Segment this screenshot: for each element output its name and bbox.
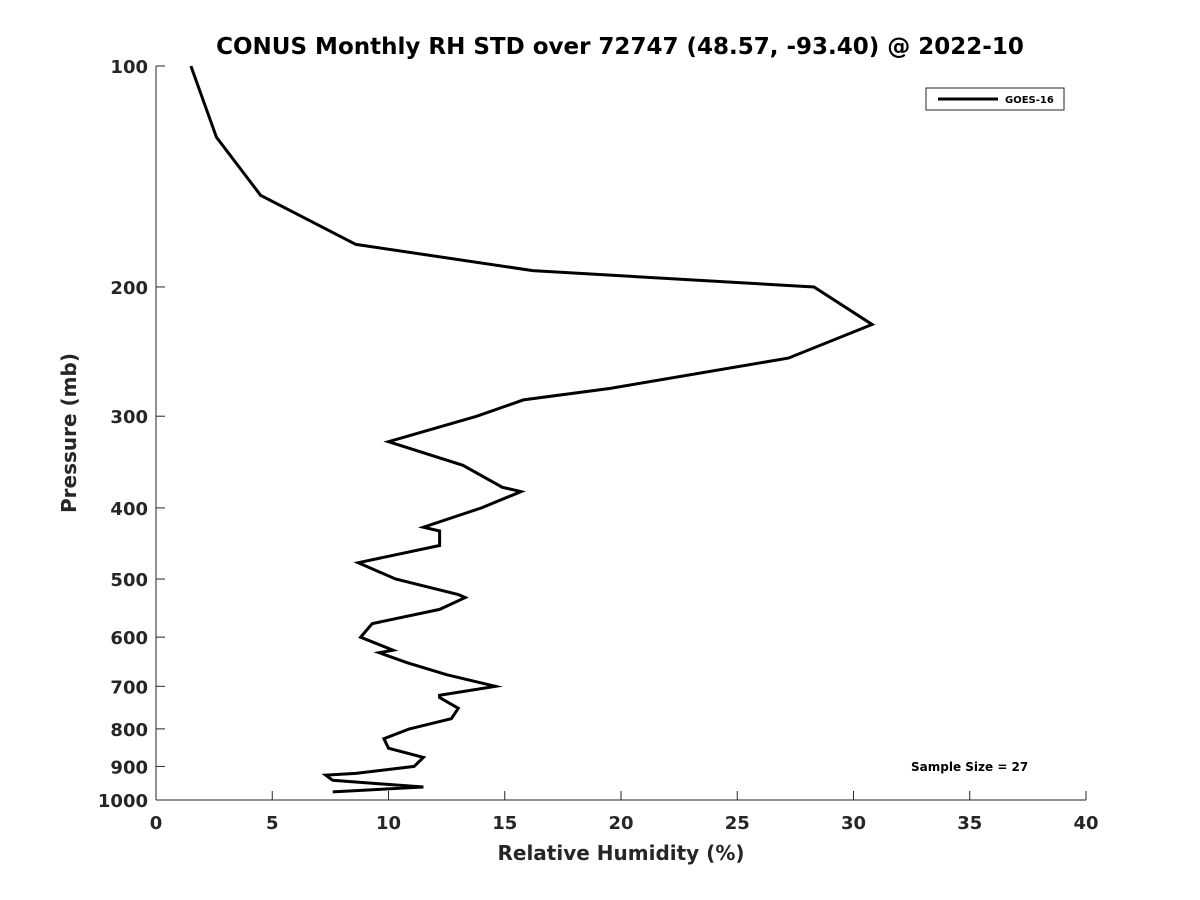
legend-label-goes-16: GOES-16 <box>1005 95 1054 106</box>
y-tick-label: 400 <box>110 499 148 520</box>
x-tick-label: 25 <box>725 813 750 834</box>
x-tick-label: 0 <box>150 813 163 834</box>
y-tick-label: 800 <box>110 720 148 741</box>
y-tick-label: 300 <box>110 407 148 428</box>
x-tick-label: 40 <box>1073 813 1098 834</box>
y-tick-label: 1000 <box>98 791 148 812</box>
sample-size-annotation: Sample Size = 27 <box>911 760 1028 774</box>
y-ticks: 100 200 300 400 500 600 700 800 900 1000 <box>98 57 165 812</box>
y-tick-label: 500 <box>110 570 148 591</box>
y-tick-label: 900 <box>110 757 148 778</box>
chart-title: CONUS Monthly RH STD over 72747 (48.57, … <box>216 34 1024 60</box>
legend: GOES-16 <box>925 87 1065 111</box>
x-axis-label: Relative Humidity (%) <box>497 841 744 865</box>
y-tick-label: 100 <box>110 57 148 78</box>
x-ticks: 0 5 10 15 20 25 30 35 40 <box>150 791 1099 834</box>
x-tick-label: 10 <box>376 813 401 834</box>
x-tick-label: 35 <box>957 813 982 834</box>
y-tick-label: 700 <box>110 677 148 698</box>
x-tick-label: 20 <box>608 813 633 834</box>
series-group <box>189 65 876 794</box>
y-tick-label: 200 <box>110 278 148 299</box>
y-tick-label: 600 <box>110 628 148 649</box>
x-tick-label: 15 <box>492 813 517 834</box>
x-tick-label: 5 <box>266 813 279 834</box>
x-tick-label: 30 <box>841 813 866 834</box>
y-axis-label: Pressure (mb) <box>57 353 81 513</box>
series-line-goes-16 <box>189 65 876 794</box>
